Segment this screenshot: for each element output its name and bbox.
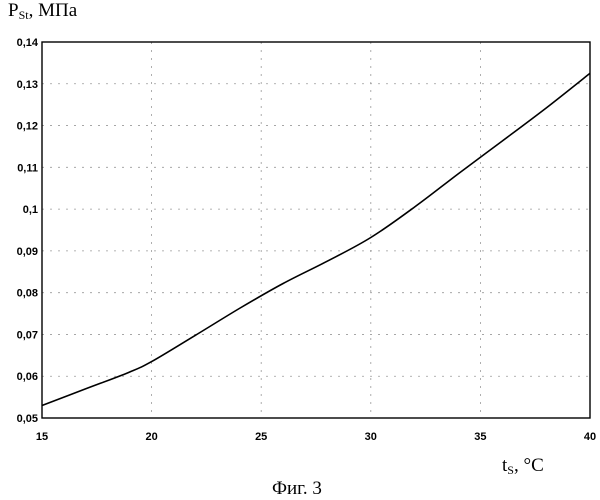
y-tick-label: 0,05 bbox=[17, 413, 38, 425]
x-tick-label: 30 bbox=[365, 431, 377, 443]
y-tick-label: 0,12 bbox=[17, 121, 38, 133]
y-axis-title: PSt, МПа bbox=[8, 0, 77, 23]
series-group bbox=[42, 73, 590, 405]
y-tick-label: 0,07 bbox=[17, 329, 38, 341]
y-tick-label: 0,1 bbox=[23, 204, 38, 216]
x-axis-unit: , °C bbox=[514, 455, 544, 476]
y-tick-label: 0,13 bbox=[17, 79, 38, 91]
plot-area bbox=[42, 42, 590, 418]
x-axis-title: tS, °C bbox=[502, 455, 544, 478]
y-tick-label: 0,08 bbox=[17, 288, 38, 300]
figure-caption: Фиг. 3 bbox=[272, 478, 322, 500]
y-axis-subscript: St bbox=[19, 8, 29, 22]
y-tick-label: 0,06 bbox=[17, 371, 38, 383]
y-tick-label: 0,14 bbox=[17, 37, 39, 49]
series-line bbox=[42, 73, 590, 405]
y-tick-label: 0,11 bbox=[17, 162, 38, 174]
y-tick-label: 0,09 bbox=[17, 246, 38, 258]
x-axis-ticks: 15 20 25 30 35 40 bbox=[36, 431, 596, 443]
grid bbox=[42, 42, 590, 418]
x-tick-label: 25 bbox=[255, 431, 267, 443]
x-tick-label: 35 bbox=[474, 431, 486, 443]
x-axis-subscript: S bbox=[507, 463, 514, 477]
x-tick-label: 40 bbox=[584, 431, 596, 443]
x-tick-label: 15 bbox=[36, 431, 48, 443]
y-axis-ticks: 0,05 0,06 0,07 0,08 0,09 0,1 0,11 0,12 0,13 0,14 bbox=[17, 37, 39, 425]
y-axis-unit: , МПа bbox=[29, 0, 78, 21]
y-axis-symbol: P bbox=[8, 0, 19, 21]
x-tick-label: 20 bbox=[145, 431, 157, 443]
